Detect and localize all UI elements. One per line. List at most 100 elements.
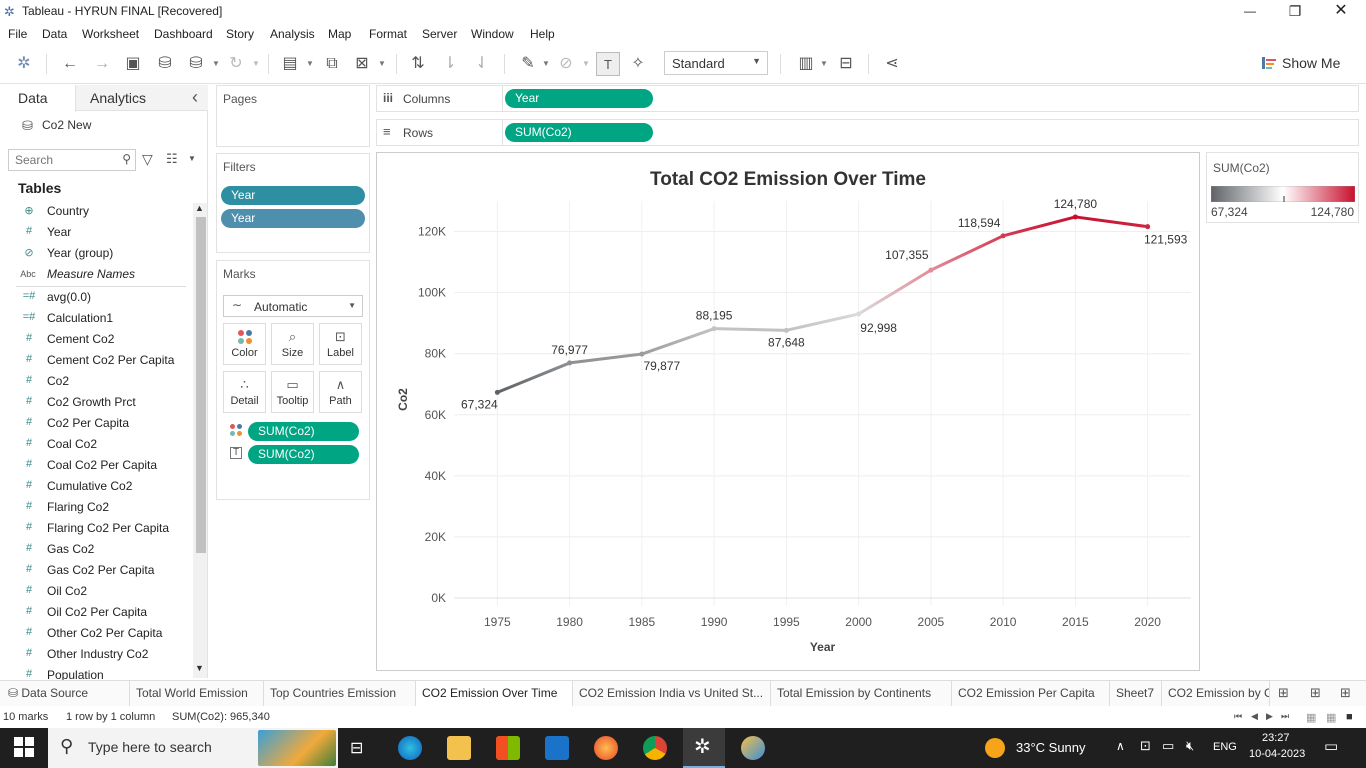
field-item[interactable]: # Year (0, 222, 190, 243)
field-item[interactable]: # Other Industry Co2 (0, 644, 190, 665)
close-button[interactable]: ✕ (1334, 2, 1348, 19)
chevron-down-icon[interactable]: ▼ (306, 59, 314, 68)
windows-start-icon[interactable] (14, 737, 34, 757)
clock-time[interactable]: 23:27 (1262, 732, 1290, 744)
field-item[interactable]: # Flaring Co2 Per Capita (0, 518, 190, 539)
field-item[interactable]: # Co2 (0, 371, 190, 392)
chevron-down-icon[interactable]: ▼ (212, 59, 220, 68)
language-indicator[interactable]: ENG (1213, 741, 1237, 753)
taskbar-search[interactable]: ⚲ Type here to search (48, 728, 338, 768)
filter-icon[interactable]: ▽ (142, 151, 153, 167)
search-input[interactable] (9, 150, 109, 170)
tab-total-emission-by-continents[interactable]: Total Emission by Continents (771, 681, 952, 706)
prev-sheet-icon[interactable]: ◀ (1251, 711, 1258, 721)
save-icon[interactable]: ▣ (125, 55, 141, 72)
clear-sheet-icon[interactable]: ⊠ (355, 55, 369, 72)
firefox-icon[interactable] (594, 736, 618, 760)
volume-muted-icon[interactable]: 🔇︎ (1186, 738, 1195, 753)
group-members-icon[interactable]: ⊘ (559, 55, 573, 72)
menu-server[interactable]: Server (422, 27, 458, 41)
field-item[interactable]: # Population (0, 665, 190, 686)
duplicate-sheet-icon[interactable]: ⧉ (326, 55, 338, 72)
first-sheet-icon[interactable]: ⏮ (1234, 711, 1243, 721)
chevron-down-icon[interactable]: ▼ (820, 59, 828, 68)
show-cards-icon[interactable]: ▥ (798, 55, 814, 72)
task-view-icon[interactable]: ⊟ (350, 740, 364, 757)
chevron-down-icon[interactable]: ▼ (582, 59, 590, 68)
new-dashboard-icon[interactable]: ⊞ (1310, 685, 1321, 700)
detail-button[interactable]: ∴ Detail (223, 371, 266, 413)
filters-card[interactable]: Filters Year Year (216, 153, 370, 253)
highlight-icon[interactable]: ✎ (521, 55, 535, 72)
datasource-name[interactable]: Co2 New (42, 118, 92, 132)
field-item[interactable]: # Oil Co2 Per Capita (0, 602, 190, 623)
field-item[interactable]: # Coal Co2 Per Capita (0, 455, 190, 476)
menu-window[interactable]: Window (471, 27, 514, 41)
line-chart[interactable]: Total CO2 Emission Over Time 0K 20K 40K 60K 8… (377, 153, 1199, 670)
pages-card[interactable]: Pages (216, 85, 370, 147)
redo-icon[interactable]: → (94, 55, 110, 72)
undo-icon[interactable]: ← (62, 55, 78, 72)
tab-data[interactable] (0, 85, 76, 112)
color-button[interactable]: Color (223, 323, 266, 365)
field-item[interactable]: # Oil Co2 (0, 581, 190, 602)
new-story-icon[interactable]: ⊞ (1340, 685, 1351, 700)
tab-co2-emission-over-time[interactable]: CO2 Emission Over Time (416, 681, 573, 706)
scroll-down-icon[interactable]: ▼ (195, 663, 204, 673)
size-button[interactable]: ⌕ Size (271, 323, 314, 365)
field-list-scrollbar[interactable]: ▲ ▼ (193, 203, 207, 678)
field-item[interactable]: # Co2 Growth Prct (0, 392, 190, 413)
menu-format[interactable]: Format (369, 27, 408, 41)
pause-updates-icon[interactable]: ⛁ (189, 55, 203, 72)
sort-ascending-icon[interactable]: ⇂ (443, 55, 457, 72)
filter-pill-year[interactable]: Year (221, 209, 365, 228)
menu-dashboard[interactable]: Dashboard (154, 27, 213, 41)
tabs-view-icon[interactable]: ■ (1346, 711, 1353, 723)
refresh-icon[interactable]: ↻ (229, 55, 243, 72)
restore-button[interactable]: ❐ (1288, 3, 1302, 19)
tab-co2-india-vs-us[interactable]: CO2 Emission India vs United St... (573, 681, 771, 706)
mail-icon[interactable] (545, 736, 569, 760)
tab-co2-emission-per-capita[interactable]: CO2 Emission Per Capita (952, 681, 1110, 706)
chevron-down-icon[interactable]: ▼ (378, 59, 386, 68)
scrollbar-thumb[interactable] (196, 217, 206, 553)
filter-pill-year[interactable]: Year (221, 186, 365, 205)
field-item[interactable]: # Co2 Per Capita (0, 413, 190, 434)
field-item[interactable]: # Gas Co2 Per Capita (0, 560, 190, 581)
menu-analysis[interactable]: Analysis (270, 27, 315, 41)
display-icon[interactable]: ▭ (1162, 738, 1175, 753)
tab-top-countries-emission[interactable]: Top Countries Emission (264, 681, 416, 706)
menu-file[interactable]: File (8, 27, 28, 41)
color-legend[interactable]: SUM(Co2) 67,324 124,780 (1206, 152, 1359, 223)
tooltip-button[interactable]: ▭ Tooltip (271, 371, 314, 413)
fit-dropdown[interactable]: Standard ▼ (664, 51, 768, 75)
rows-shelf[interactable]: ≡ Rows SUM(Co2) (376, 119, 1359, 146)
menu-help[interactable]: Help (530, 27, 555, 41)
tab-total-world-emission[interactable]: Total World Emission (130, 681, 264, 706)
field-item[interactable]: # Cement Co2 Per Capita (0, 350, 190, 371)
path-button[interactable]: ∧ Path (319, 371, 362, 413)
file-explorer-icon[interactable] (447, 736, 471, 760)
weather-text[interactable]: 33°C Sunny (1016, 740, 1086, 755)
pin-icon[interactable]: ✧ (631, 55, 645, 72)
field-item[interactable]: ⊘ Year (group) (0, 243, 190, 264)
tab-co2-emission-by-c[interactable]: CO2 Emission by C (1162, 681, 1270, 706)
edge-icon[interactable] (398, 736, 422, 760)
columns-pill-year[interactable]: Year (505, 89, 653, 108)
rows-pill-sum-co2[interactable]: SUM(Co2) (505, 123, 653, 142)
notification-icon[interactable]: ▭ (1324, 738, 1339, 755)
field-item[interactable]: # Cumulative Co2 (0, 476, 190, 497)
scroll-up-icon[interactable]: ▲ (195, 203, 204, 213)
presentation-mode-icon[interactable]: ⊟ (839, 55, 853, 72)
chevron-down-icon[interactable]: ▼ (252, 59, 260, 68)
field-item[interactable]: =# Calculation1 (0, 308, 190, 329)
swap-axes-icon[interactable]: ⇅ (411, 55, 425, 72)
field-item[interactable]: # Gas Co2 (0, 539, 190, 560)
new-worksheet-icon[interactable]: ⊞ (1278, 685, 1289, 700)
chevron-down-icon[interactable]: ▼ (542, 59, 550, 68)
clock-date[interactable]: 10-04-2023 (1249, 748, 1306, 760)
tab-sheet7[interactable]: Sheet7 (1110, 681, 1162, 706)
field-item[interactable]: ⊕ Country (0, 201, 190, 222)
tab-data-label[interactable]: Data (18, 90, 48, 106)
last-sheet-icon[interactable]: ⏭ (1281, 711, 1290, 721)
